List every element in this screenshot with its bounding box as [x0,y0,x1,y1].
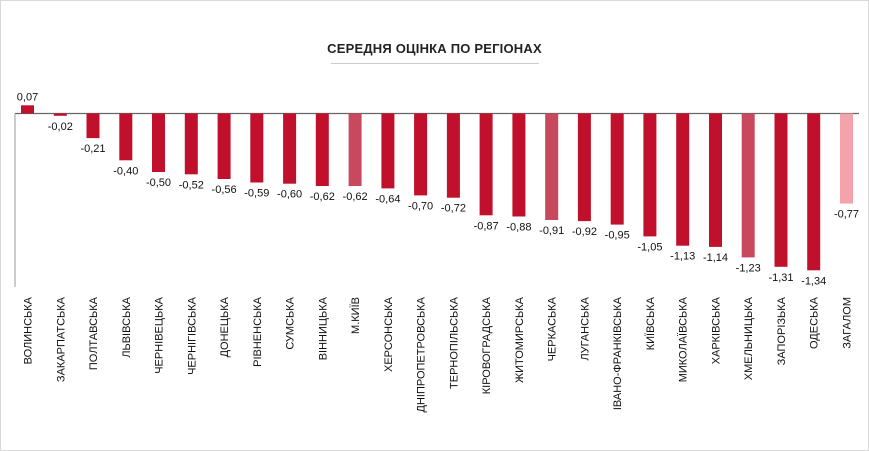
data-label: 0,07 [17,91,38,103]
data-label: -0,02 [48,121,73,133]
bar [774,113,788,267]
data-label: -1,31 [768,272,793,284]
category-tick-label: М.КИЇВ [350,297,362,334]
category-tick-label: ХАРКІВСЬКА [711,296,723,364]
bar [479,113,493,216]
bar [152,113,165,172]
data-label: -0,77 [834,209,859,221]
bar [577,113,591,222]
bar [217,113,231,179]
bar [53,113,67,116]
category-tick-label: ХМЕЛЬНИЦЬКА [743,296,755,380]
category-tick-label: ЖИТОМИРСЬКА [514,296,526,383]
category-tick-label: ДНІПРОПЕТРОВСЬКА [416,296,428,412]
data-label: -0,88 [506,222,531,234]
category-tick-label: ВІННИЦЬКА [317,296,329,360]
data-label: -0,40 [113,165,138,177]
data-label: -0,59 [244,188,269,200]
category-tick-label: ЧЕРНІГІВСЬКА [186,296,198,375]
data-label: -1,34 [801,275,826,287]
category-tick-label: ЗАКАРПАТСЬКА [55,296,67,382]
data-label: -0,64 [375,193,400,205]
bar [315,113,329,186]
data-label: -0,52 [179,179,204,191]
category-tick-label: ЛЬВІВСЬКА [121,296,133,357]
category-tick-label: ЧЕРКАСЬКА [547,296,559,361]
data-label: -1,23 [736,262,761,274]
category-tick-label: ЛУГАНСЬКА [579,296,591,360]
category-tick-label: ТЕРНОПІЛЬСЬКА [448,296,460,389]
category-tick-label: ЧЕРНІВЕЦЬКА [154,296,166,373]
data-label: -0,70 [408,200,433,212]
category-tick-label: ХЕРСОНСЬКА [383,296,395,372]
data-label: -0,62 [310,191,335,203]
title-underline [331,63,539,64]
category-tick-label: ЗАПОРІЗЬКА [776,296,788,365]
bar [676,113,690,246]
bar [250,113,264,183]
bar [283,113,297,184]
data-label: -1,05 [637,241,662,253]
data-label: -0,56 [212,184,237,196]
category-tick-label: КИЇВСЬКА [645,296,657,350]
category-tick-label: ЗАГАЛОМ [842,297,854,349]
data-label: -0,87 [474,220,499,232]
data-label: -0,91 [539,225,564,237]
bar [21,105,34,114]
bar [840,113,853,204]
category-tick-label: ОДЕСЬКА [809,296,821,349]
category-tick-label: ПОЛТАВСЬКА [88,296,100,370]
category-tick-label: ВОЛИНСЬКА [23,296,35,364]
data-label: -0,50 [146,177,171,189]
chart-title: СЕРЕДНЯ ОЦІНКА ПО РЕГІОНАХ [327,41,542,56]
category-tick-label: КІРОВОГРАДСЬКА [481,296,493,394]
bar [414,113,428,196]
bar [709,113,722,247]
bar [545,113,559,220]
data-label: -0,95 [605,230,630,242]
data-label: -1,14 [703,252,728,264]
bar [348,113,362,186]
bar [643,113,657,237]
category-tick-label: МИКОЛАЇВСЬКА [678,296,690,382]
bar [610,113,624,225]
data-label: -0,60 [277,189,302,201]
bar [741,113,755,258]
data-label: -0,72 [441,203,466,215]
bar [807,113,821,271]
bar [381,113,395,189]
data-label: -0,92 [572,226,597,238]
data-label: -0,62 [343,191,368,203]
category-tick-label: СУМСЬКА [285,296,297,349]
data-label: -0,21 [80,143,105,155]
bar [86,113,100,139]
bar [512,113,526,217]
bar [119,113,133,161]
bar [446,113,460,198]
category-tick-label: ІВАНО-ФРАНКІВСЬКА [612,296,624,410]
category-tick-label: РІВНЕНСЬКА [252,296,264,367]
data-label: -1,13 [670,251,695,263]
category-tick-label: ДОНЕЦЬКА [219,296,231,357]
bar [184,113,198,175]
